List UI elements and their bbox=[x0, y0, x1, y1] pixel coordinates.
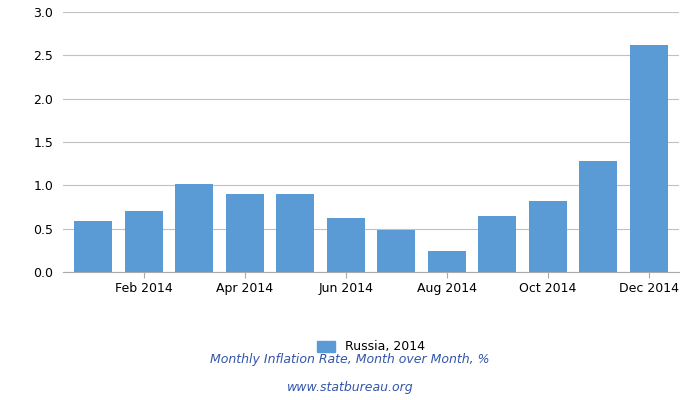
Bar bbox=[226, 194, 264, 272]
Bar bbox=[125, 211, 162, 272]
Bar bbox=[377, 230, 415, 272]
Bar bbox=[276, 194, 314, 272]
Bar bbox=[478, 216, 516, 272]
Bar bbox=[630, 45, 668, 272]
Bar bbox=[74, 221, 112, 272]
Legend: Russia, 2014: Russia, 2014 bbox=[312, 336, 430, 358]
Bar bbox=[580, 161, 617, 272]
Bar bbox=[327, 218, 365, 272]
Text: Monthly Inflation Rate, Month over Month, %: Monthly Inflation Rate, Month over Month… bbox=[210, 354, 490, 366]
Bar bbox=[528, 201, 567, 272]
Bar bbox=[175, 184, 214, 272]
Bar bbox=[428, 251, 466, 272]
Text: www.statbureau.org: www.statbureau.org bbox=[287, 382, 413, 394]
